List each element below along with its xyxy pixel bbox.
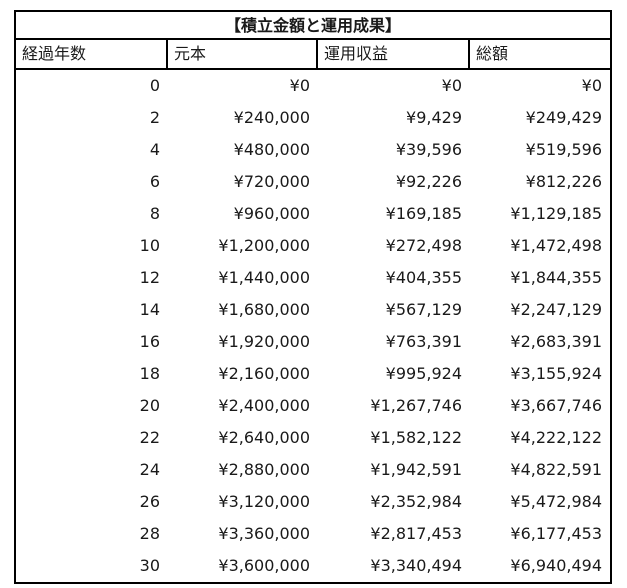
cell-principal: ¥960,000 [233,204,310,223]
table-row: 12 ¥1,440,000 ¥404,355 ¥1,844,355 [16,262,610,294]
cell-total: ¥519,596 [525,140,602,159]
cell-income: ¥763,391 [385,332,462,351]
table-row: 16 ¥1,920,000 ¥763,391 ¥2,683,391 [16,326,610,358]
column-header-principal: 元本 [168,40,318,68]
cell-year: 8 [149,204,160,223]
table-header-row: 経過年数 元本 運用収益 総額 [16,40,610,70]
cell-income: ¥995,924 [385,364,462,383]
cell-year: 24 [139,460,160,479]
cell-income: ¥1,582,122 [370,428,462,447]
column-header-investment-income: 運用収益 [318,40,470,68]
cell-year: 0 [149,76,160,95]
table-row: 14 ¥1,680,000 ¥567,129 ¥2,247,129 [16,294,610,326]
cell-total: ¥249,429 [525,108,602,127]
table-row: 0 ¥0 ¥0 ¥0 [16,70,610,102]
cell-income: ¥0 [441,76,462,95]
cell-total: ¥3,667,746 [510,396,602,415]
cell-income: ¥567,129 [385,300,462,319]
cell-income: ¥1,942,591 [370,460,462,479]
cell-principal: ¥0 [289,76,310,95]
cell-principal: ¥1,680,000 [218,300,310,319]
cell-year: 4 [149,140,160,159]
cell-year: 6 [149,172,160,191]
cell-total: ¥1,129,185 [510,204,602,223]
table-row: 22 ¥2,640,000 ¥1,582,122 ¥4,222,122 [16,422,610,454]
cell-year: 28 [139,524,160,543]
cell-year: 26 [139,492,160,511]
cell-principal: ¥2,160,000 [218,364,310,383]
cell-income: ¥2,817,453 [370,524,462,543]
cell-principal: ¥2,640,000 [218,428,310,447]
cell-income: ¥39,596 [395,140,462,159]
cell-principal: ¥1,440,000 [218,268,310,287]
cell-principal: ¥1,200,000 [218,236,310,255]
cell-income: ¥3,340,494 [370,556,462,575]
table-row: 24 ¥2,880,000 ¥1,942,591 ¥4,822,591 [16,454,610,486]
cell-year: 20 [139,396,160,415]
cell-total: ¥3,155,924 [510,364,602,383]
table-row: 6 ¥720,000 ¥92,226 ¥812,226 [16,166,610,198]
cell-principal: ¥240,000 [233,108,310,127]
column-header-elapsed-years: 経過年数 [16,40,168,68]
table-body: 0 ¥0 ¥0 ¥0 2 ¥240,000 ¥9,429 ¥249,429 4 ¥480,000 ¥… [16,70,610,582]
cell-principal: ¥480,000 [233,140,310,159]
column-header-total: 総額 [476,44,509,63]
cell-total: ¥812,226 [525,172,602,191]
table-title: 【積立金額と運用成果】 [16,12,610,40]
cell-principal: ¥3,600,000 [218,556,310,575]
cell-income: ¥92,226 [395,172,462,191]
table-row: 26 ¥3,120,000 ¥2,352,984 ¥5,472,984 [16,486,610,518]
cell-principal: ¥3,120,000 [218,492,310,511]
cell-principal: ¥2,880,000 [218,460,310,479]
cell-total: ¥0 [581,76,602,95]
cell-total: ¥6,940,494 [510,556,602,575]
cell-total: ¥1,472,498 [510,236,602,255]
cell-year: 22 [139,428,160,447]
cell-total: ¥2,683,391 [510,332,602,351]
cell-total: ¥4,222,122 [510,428,602,447]
cell-principal: ¥2,400,000 [218,396,310,415]
table-row: 8 ¥960,000 ¥169,185 ¥1,129,185 [16,198,610,230]
cell-principal: ¥3,360,000 [218,524,310,543]
cell-principal: ¥720,000 [233,172,310,191]
cell-principal: ¥1,920,000 [218,332,310,351]
cell-year: 30 [139,556,160,575]
investment-result-table: 【積立金額と運用成果】 経過年数 元本 運用収益 総額 0 ¥0 ¥0 ¥0 2 ¥240,00… [14,10,612,584]
table-row: 2 ¥240,000 ¥9,429 ¥249,429 [16,102,610,134]
cell-total: ¥5,472,984 [510,492,602,511]
cell-total: ¥1,844,355 [510,268,602,287]
cell-year: 2 [149,108,160,127]
cell-income: ¥2,352,984 [370,492,462,511]
table-row: 18 ¥2,160,000 ¥995,924 ¥3,155,924 [16,358,610,390]
table-row: 10 ¥1,200,000 ¥272,498 ¥1,472,498 [16,230,610,262]
cell-year: 12 [139,268,160,287]
cell-income: ¥169,185 [385,204,462,223]
cell-year: 18 [139,364,160,383]
cell-income: ¥9,429 [406,108,462,127]
table-row: 4 ¥480,000 ¥39,596 ¥519,596 [16,134,610,166]
table-row: 20 ¥2,400,000 ¥1,267,746 ¥3,667,746 [16,390,610,422]
table-row: 30 ¥3,600,000 ¥3,340,494 ¥6,940,494 [16,550,610,582]
cell-year: 14 [139,300,160,319]
cell-year: 10 [139,236,160,255]
cell-income: ¥272,498 [385,236,462,255]
table-row: 28 ¥3,360,000 ¥2,817,453 ¥6,177,453 [16,518,610,550]
cell-income: ¥1,267,746 [370,396,462,415]
cell-year: 16 [139,332,160,351]
cell-total: ¥2,247,129 [510,300,602,319]
cell-total: ¥6,177,453 [510,524,602,543]
cell-total: ¥4,822,591 [510,460,602,479]
cell-income: ¥404,355 [385,268,462,287]
